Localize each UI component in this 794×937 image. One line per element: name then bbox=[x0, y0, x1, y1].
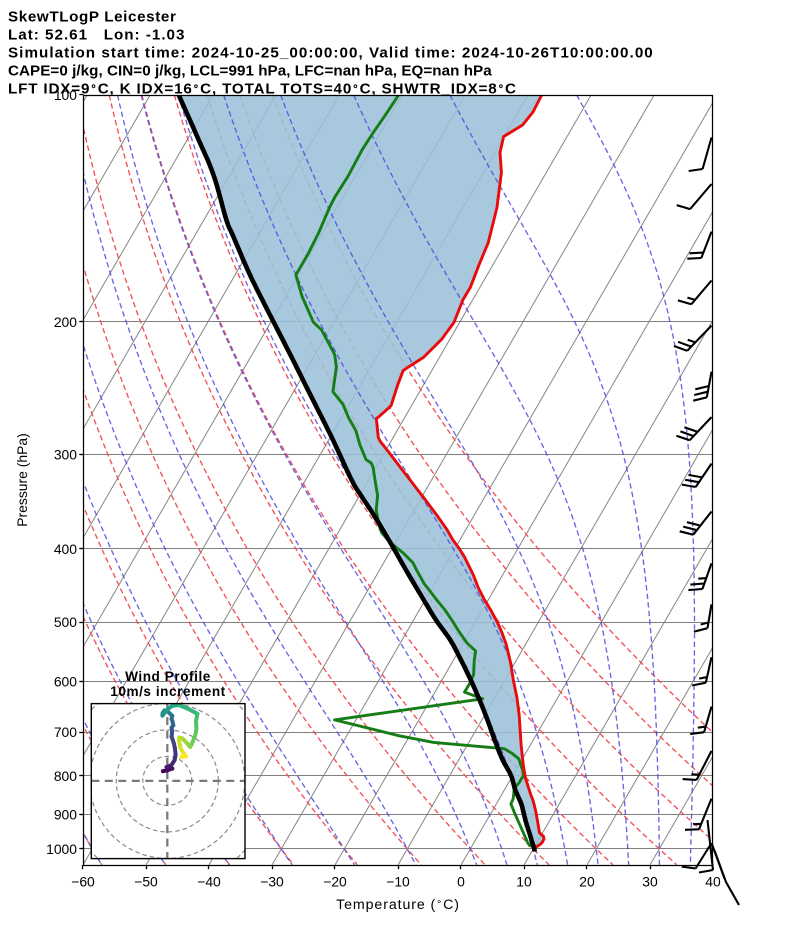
svg-text:Simulation start time: 2024-10: Simulation start time: 2024-10-25_00:00:… bbox=[8, 45, 654, 62]
svg-text:900: 900 bbox=[54, 807, 77, 823]
svg-text:−40: −40 bbox=[197, 874, 221, 890]
svg-text:CAPE=0 j/kg, CIN=0 j/kg, LCL=9: CAPE=0 j/kg, CIN=0 j/kg, LCL=991 hPa, LF… bbox=[8, 63, 492, 80]
svg-text:−50: −50 bbox=[134, 874, 158, 890]
svg-text:200: 200 bbox=[54, 314, 77, 330]
svg-text:1000: 1000 bbox=[46, 841, 77, 857]
svg-text:Temperature (∘C): Temperature (∘C) bbox=[336, 897, 460, 914]
svg-text:LFT IDX=9∘C, K IDX=16∘C, TOTAL: LFT IDX=9∘C, K IDX=16∘C, TOTAL TOTS=40∘C… bbox=[8, 80, 517, 98]
svg-text:SkewTLogP Leicester: SkewTLogP Leicester bbox=[8, 9, 177, 26]
svg-text:800: 800 bbox=[54, 768, 77, 784]
svg-text:600: 600 bbox=[54, 674, 77, 690]
svg-text:−30: −30 bbox=[260, 874, 284, 890]
svg-text:Wind Profile: Wind Profile bbox=[125, 669, 211, 684]
svg-text:Pressure (hPa): Pressure (hPa) bbox=[14, 433, 30, 526]
svg-text:Lat: 52.61 Lon: -1.03: Lat: 52.61 Lon: -1.03 bbox=[8, 27, 185, 44]
svg-text:300: 300 bbox=[54, 447, 77, 463]
svg-text:10: 10 bbox=[516, 874, 532, 890]
svg-text:700: 700 bbox=[54, 724, 77, 740]
svg-text:−10: −10 bbox=[386, 874, 410, 890]
svg-text:100: 100 bbox=[54, 87, 77, 103]
svg-text:40: 40 bbox=[705, 874, 721, 890]
svg-text:30: 30 bbox=[642, 874, 658, 890]
svg-text:−20: −20 bbox=[323, 874, 347, 890]
svg-text:10m/s increment: 10m/s increment bbox=[110, 684, 226, 699]
svg-text:20: 20 bbox=[579, 874, 595, 890]
svg-text:0: 0 bbox=[457, 874, 465, 890]
svg-text:500: 500 bbox=[54, 614, 77, 630]
svg-text:−60: −60 bbox=[71, 874, 95, 890]
svg-text:400: 400 bbox=[54, 541, 77, 557]
